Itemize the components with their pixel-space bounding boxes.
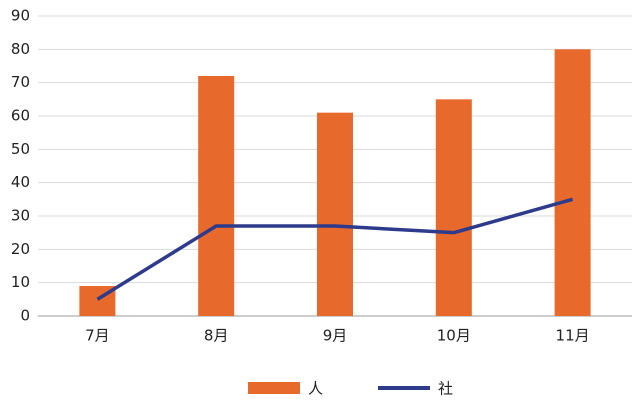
y-tick-label: 10	[11, 273, 30, 291]
y-tick-label: 60	[11, 107, 30, 125]
y-tick-label: 50	[11, 140, 30, 158]
y-tick-label: 30	[11, 207, 30, 225]
bar	[435, 99, 472, 316]
y-tick-label: 0	[20, 307, 30, 325]
y-tick-label: 90	[11, 7, 30, 25]
bar	[317, 112, 353, 317]
x-tick-label: 8月	[204, 327, 229, 345]
bar	[554, 49, 591, 316]
y-tick-label: 40	[11, 173, 30, 191]
x-tick-label: 7月	[85, 327, 110, 345]
x-tick-label: 11月	[556, 327, 590, 345]
x-tick-label: 10月	[437, 327, 471, 345]
y-tick-label: 70	[11, 73, 30, 91]
y-tick-label: 80	[11, 40, 30, 58]
legend-label: 社	[438, 380, 453, 398]
x-tick-label: 9月	[323, 327, 348, 345]
legend-label: 人	[308, 380, 323, 398]
legend-swatch	[248, 382, 300, 394]
y-tick-label: 20	[11, 240, 30, 258]
bar	[198, 76, 235, 316]
line	[96, 197, 574, 301]
